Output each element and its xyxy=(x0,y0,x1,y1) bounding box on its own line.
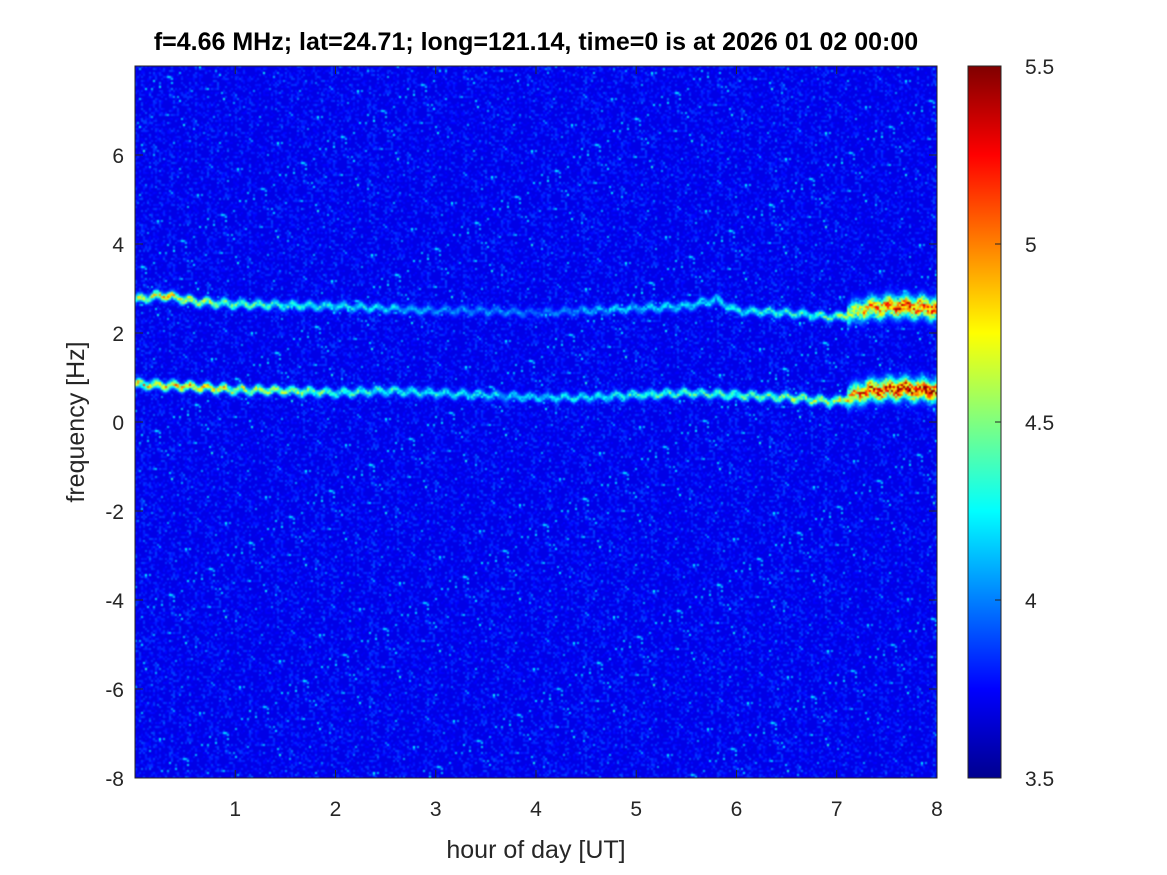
y-tick-label: 0 xyxy=(112,412,124,435)
x-tick-label: 1 xyxy=(229,798,241,821)
y-axis-label: frequency [Hz] xyxy=(62,341,90,502)
y-tick-label: -4 xyxy=(105,590,124,613)
y-tick-label: 4 xyxy=(112,234,124,257)
colorbar-tick-label: 5 xyxy=(1025,234,1037,257)
colorbar-tick-label: 4 xyxy=(1025,590,1037,613)
y-tick-label: 6 xyxy=(112,145,124,168)
x-tick-label: 7 xyxy=(831,798,843,821)
x-tick-label: 3 xyxy=(430,798,442,821)
colorbar-tick-label: 5.5 xyxy=(1025,56,1054,79)
spectrogram-heatmap xyxy=(135,66,937,778)
x-tick-label: 5 xyxy=(630,798,642,821)
x-tick-label: 6 xyxy=(731,798,743,821)
y-tick-label: -8 xyxy=(105,768,124,791)
y-tick-label: -6 xyxy=(105,679,124,702)
chart-title: f=4.66 MHz; lat=24.71; long=121.14, time… xyxy=(153,28,919,56)
y-tick-label: -2 xyxy=(105,501,124,524)
x-tick-label: 2 xyxy=(330,798,342,821)
x-tick-label: 8 xyxy=(931,798,943,821)
colorbar-tick-label: 4.5 xyxy=(1025,412,1054,435)
x-tick-label: 4 xyxy=(530,798,542,821)
x-axis-label: hour of day [UT] xyxy=(446,836,625,864)
colorbar-tick-label: 3.5 xyxy=(1025,768,1054,791)
y-tick-label: 2 xyxy=(112,323,124,346)
colorbar xyxy=(968,66,1001,778)
